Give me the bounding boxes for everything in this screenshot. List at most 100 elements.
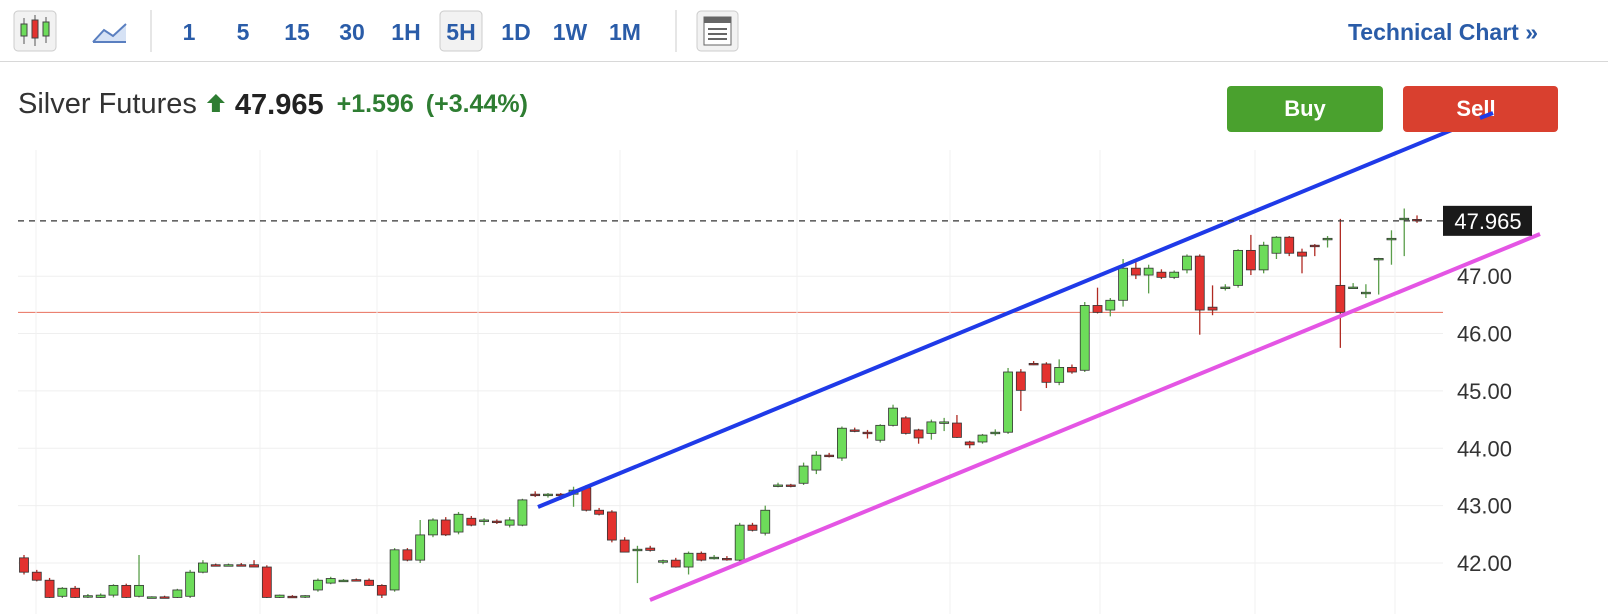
candle-body [530,493,541,497]
candle-body [466,517,477,526]
candle-body [223,564,234,567]
interval-button[interactable]: 15 [284,19,310,45]
candle-body [1130,267,1141,276]
candle-body [198,562,208,573]
candle-body [964,441,975,446]
candle-body [696,552,707,561]
candle-body [734,524,745,561]
candle-body [977,434,988,443]
trendlines [537,111,1541,602]
candle-body [146,596,157,599]
active-interval-box [439,10,483,52]
candle-body [1041,363,1052,383]
candle-body [440,519,451,536]
y-tick-label: 44.00 [1457,436,1512,461]
candle-body [683,552,694,568]
grid [18,275,1443,564]
area-icon[interactable] [92,23,127,43]
candle-body [837,427,847,459]
candle-body [939,421,950,424]
candle-body [364,579,374,586]
candle-body [300,595,311,598]
candle-body [376,584,387,596]
candle-body [1297,251,1307,257]
y-tick-label: 45.00 [1457,379,1512,404]
layout-icon[interactable] [696,10,739,52]
candle-body [1361,291,1371,295]
interval-button[interactable]: 5H [446,19,475,45]
candle-body [1271,236,1282,254]
buy-button[interactable]: Buy [1227,86,1383,132]
candle-body [159,596,170,599]
interval-button[interactable]: 1 [183,19,196,45]
trendline-lower [649,232,1541,602]
y-tick-label: 47.00 [1457,264,1512,289]
technical-chart-link[interactable]: Technical Chart » [1348,19,1538,45]
y-tick-label: 43.00 [1457,494,1512,519]
candle-body [517,499,528,526]
candle-body [581,487,592,511]
up-arrow [206,94,225,112]
interval-button[interactable]: 5 [237,19,250,45]
last-price-label: 47.965 [1454,209,1521,234]
candle-body [121,584,132,598]
candle-body [1118,267,1128,301]
percent-change: (+3.44%) [426,90,528,118]
candle-body [926,421,937,434]
instrument-name: Silver Futures [18,88,197,120]
candle-body [594,509,604,515]
candle-body [95,594,106,598]
candle-body [1399,217,1410,221]
candle-body [1245,249,1256,271]
candle-body [428,519,438,536]
y-tick-label: 46.00 [1457,322,1512,347]
interval-button[interactable]: 1D [501,19,530,45]
candle-body [798,465,809,484]
time-grid [35,150,1396,614]
candle-body [849,429,860,432]
interval-button[interactable]: 1W [553,19,588,45]
candle-body [1092,305,1103,313]
candle-body [785,484,796,487]
candle-body [1182,255,1192,271]
candle-body [415,534,426,561]
candle-body [632,548,643,552]
candle-body [811,454,822,471]
candle-body [875,424,886,441]
candle-body [1335,284,1346,313]
candle-body [1284,236,1295,254]
candle-body [479,519,489,522]
candles-icon[interactable] [13,10,57,52]
trendline-end [1479,111,1494,120]
candle-body [1067,367,1077,373]
candle-body [862,431,873,435]
interval-button[interactable]: 1M [609,19,641,45]
candle-body [1348,286,1359,289]
candle-body [1373,258,1384,261]
candle-body [747,524,758,531]
candle-body [1105,299,1116,311]
price-change: +1.596 [337,90,414,118]
candle-body [1309,244,1320,248]
candle-body [70,587,81,598]
candle-body [760,509,771,534]
candle-body [900,417,911,434]
sell-button[interactable]: Sell [1403,86,1558,132]
candle-body [351,579,362,582]
candle-body [19,557,29,573]
candle-body [1003,371,1013,433]
candle-body [325,578,336,584]
candle-body [389,549,400,591]
candle-body [1156,271,1167,278]
sell-label[interactable]: Sell [1456,96,1495,121]
interval-button[interactable]: 30 [339,19,365,45]
buy-label[interactable]: Buy [1284,96,1326,121]
interval-button[interactable]: 1H [391,19,420,45]
candle-body [773,484,783,487]
candle-body [952,422,962,438]
candle-body [44,579,55,598]
last-price: 47.965 [235,89,324,121]
candle-body [172,589,183,598]
candle-body [491,520,502,524]
